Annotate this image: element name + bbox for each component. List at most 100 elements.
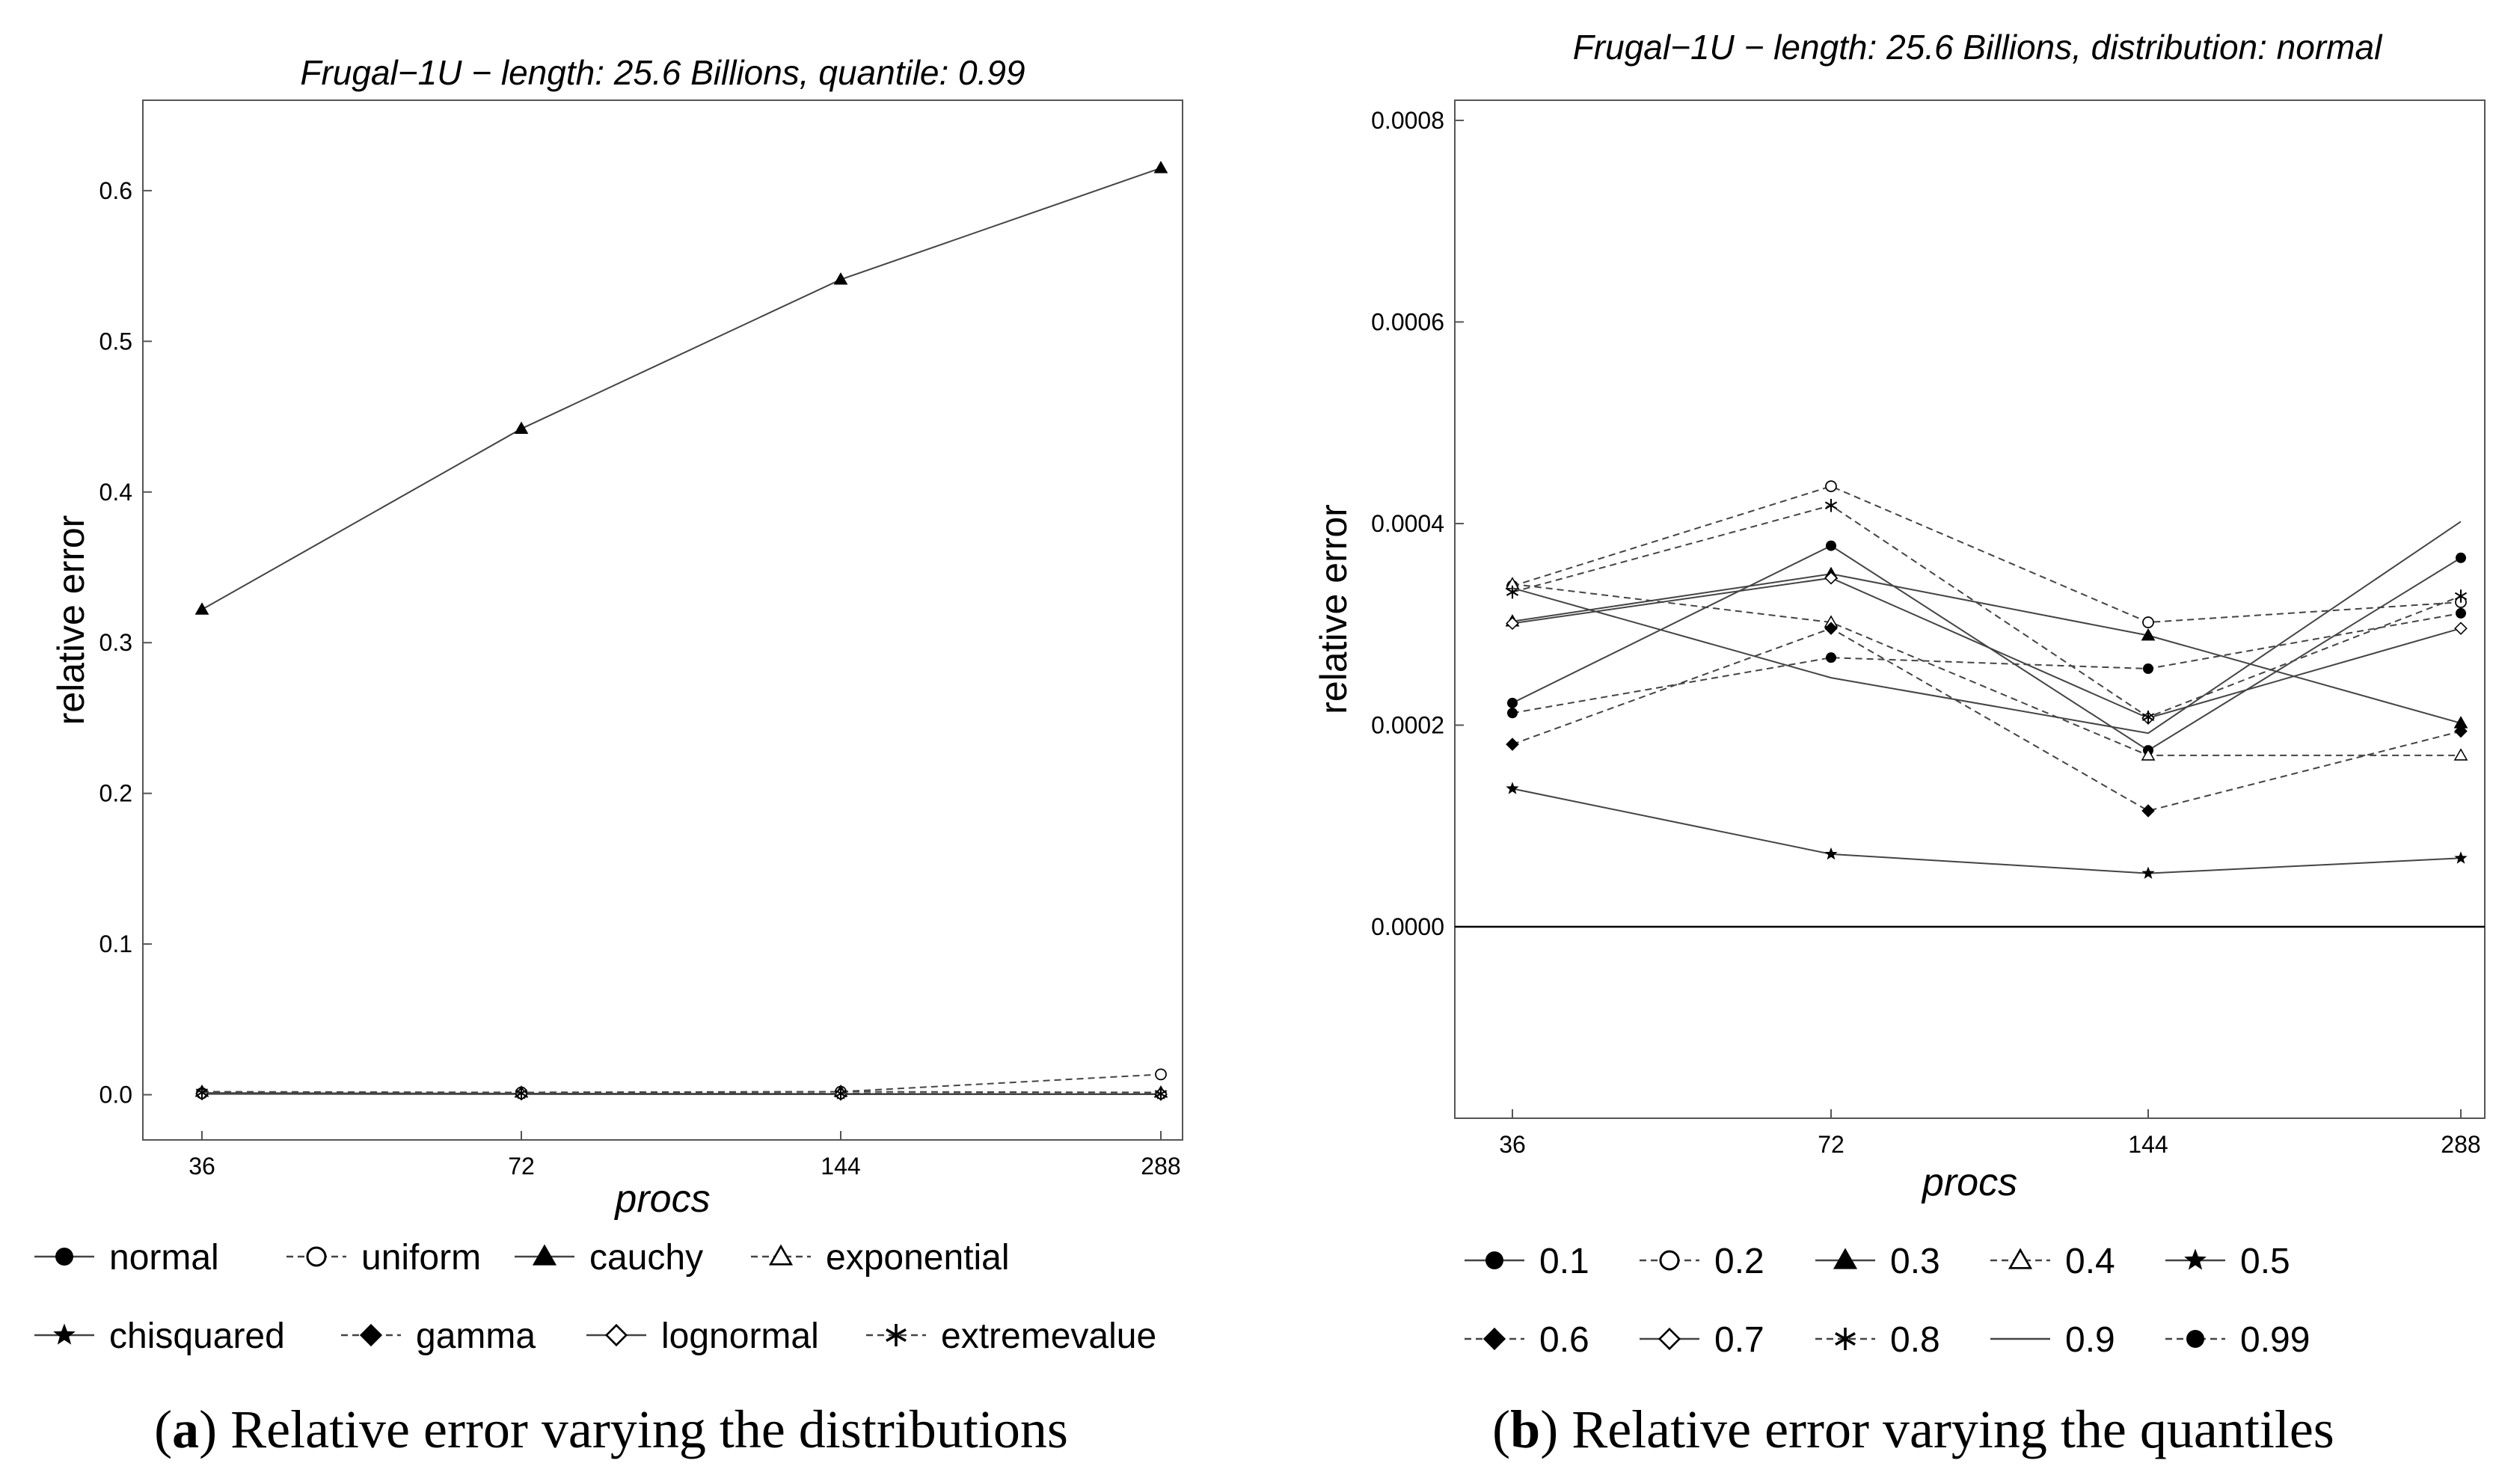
legend-label: uniform (361, 1238, 481, 1278)
legend-item: 0.7 (1640, 1320, 1764, 1360)
caption-paren: ( (154, 1399, 172, 1459)
data-point (1506, 738, 1519, 751)
x-tick-label: 288 (2441, 1131, 2480, 1158)
y-tick-label: 0.0006 (1371, 308, 1444, 335)
series-line (1512, 545, 2462, 752)
legend-label: lognormal (661, 1316, 819, 1356)
chart-title: Frugal−1U − length: 25.6 Billions, quant… (300, 53, 1025, 92)
data-point (2454, 622, 2468, 635)
data-point (2454, 851, 2468, 864)
series-line (1512, 577, 2462, 720)
data-point (1506, 782, 1519, 794)
data-point (2454, 724, 2468, 738)
series-0_8 (1506, 498, 2468, 724)
legend-item: 0.9 (1990, 1320, 2115, 1360)
x-tick-label: 72 (1818, 1131, 1845, 1158)
series-0_2 (1506, 480, 2467, 628)
data-point (1825, 480, 1837, 492)
legend-marker (1835, 1328, 1856, 1350)
legend-label: 0.9 (2065, 1320, 2115, 1360)
x-tick-label: 36 (1499, 1131, 1526, 1158)
plot-frame (142, 99, 1183, 1141)
series-cauchy (194, 161, 1168, 615)
series-line (1512, 788, 2462, 874)
series-exponential (194, 1084, 1168, 1098)
data-point (2143, 663, 2153, 675)
legend-label: exponential (826, 1238, 1010, 1278)
legend-item: 0.99 (2165, 1320, 2310, 1360)
legend-item: 0.6 (1465, 1320, 1589, 1360)
caption-text: Relative error varying the quantiles (1558, 1399, 2334, 1459)
legend-label: extremevalue (941, 1316, 1156, 1356)
series-0_4 (1505, 577, 2468, 761)
data-point (2141, 628, 2156, 641)
x-tick-label: 72 (508, 1153, 535, 1180)
legend-item: cauchy (515, 1238, 703, 1278)
series-0_99 (1507, 607, 2466, 719)
caption-tag: b (1510, 1399, 1540, 1459)
caption-text: Relative error varying the distributions (217, 1399, 1068, 1459)
y-tick-label: 0.0008 (1371, 107, 1444, 134)
series-line (201, 1091, 1162, 1095)
series-line (1512, 504, 2462, 718)
series-0_7 (1506, 571, 2468, 725)
legend-marker (532, 1244, 557, 1266)
legend-marker (306, 1246, 327, 1267)
series-0_1 (1507, 540, 2466, 756)
y-tick-label: 0.4 (99, 479, 132, 506)
legend-item: exponential (751, 1238, 1010, 1278)
legend-label: 0.6 (1539, 1320, 1589, 1360)
legend-label: 0.1 (1539, 1242, 1589, 1281)
x-tick-label: 36 (188, 1153, 215, 1180)
legend-marker (1658, 1327, 1681, 1351)
data-point (2141, 710, 2155, 724)
data-point (1826, 652, 1836, 663)
data-point (833, 272, 848, 285)
data-point (1824, 622, 1838, 635)
data-point (2454, 589, 2468, 603)
legend-item: 0.5 (2165, 1242, 2290, 1281)
legend-marker (1659, 1250, 1680, 1271)
series-line (201, 167, 1162, 610)
legend-label: cauchy (589, 1238, 703, 1278)
legend-label: normal (109, 1238, 219, 1278)
y-tick-label: 0.5 (99, 328, 132, 355)
legend-marker (55, 1248, 73, 1266)
plot-frame (1454, 99, 2486, 1119)
legend-marker (53, 1323, 76, 1345)
legend-marker (604, 1323, 628, 1347)
y-axis-label: relative error (50, 515, 92, 726)
x-axis-label: procs (613, 1177, 710, 1221)
data-point (195, 1085, 209, 1100)
series-line (1512, 583, 2461, 756)
legend-label: 0.99 (2240, 1320, 2310, 1360)
series-0_3 (1505, 566, 2468, 729)
legend-item: normal (34, 1238, 219, 1278)
series-line (1512, 573, 2462, 724)
data-point (2141, 866, 2155, 879)
data-point (1153, 161, 1168, 174)
legend-marker (886, 1324, 907, 1346)
legend-item: 0.3 (1815, 1242, 1940, 1281)
caption-tag: a (172, 1399, 199, 1459)
series-0_5 (1506, 782, 2468, 879)
legend-marker (2184, 1248, 2207, 1270)
data-point (2453, 748, 2468, 761)
y-tick-label: 0.0 (99, 1082, 132, 1109)
data-point (2456, 552, 2466, 563)
data-point (1154, 1087, 1168, 1101)
legend: 0.1 0.2 0.3 0.4 0.5 0.6 0.7 0.8 0.9 0.99 (1465, 1242, 2310, 1360)
data-point (194, 602, 209, 615)
series-0_6 (1506, 622, 2468, 818)
y-tick-label: 0.6 (99, 177, 132, 204)
series-line (1512, 521, 2462, 735)
x-tick-label: 144 (2128, 1131, 2168, 1158)
y-tick-label: 0.2 (99, 780, 132, 807)
legend-marker (1482, 1327, 1506, 1351)
legend-marker (1833, 1248, 1858, 1269)
data-point (2141, 804, 2155, 818)
data-point (1507, 708, 1518, 719)
series-line (1512, 628, 2462, 812)
legend-marker (768, 1244, 794, 1266)
